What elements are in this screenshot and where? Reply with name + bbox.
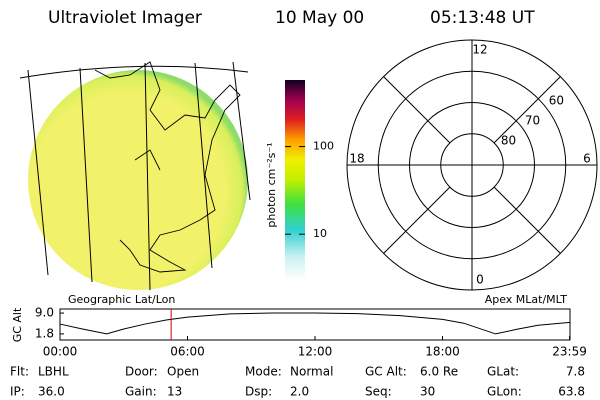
altitude-line: [59, 312, 571, 335]
field-label: Flt:: [10, 365, 29, 379]
colorbar-tick-label: 10: [313, 227, 327, 240]
latitude-label: 70: [525, 113, 540, 127]
field-value: 6.0 Re: [420, 365, 458, 379]
colorbar: [285, 80, 305, 280]
field-value: 13: [167, 385, 182, 399]
polar-spoke: [383, 76, 451, 144]
plot-frame: [59, 308, 571, 341]
colorbar-label: photon cm⁻²s⁻¹: [265, 142, 278, 227]
colorbar-tick-label: 100: [313, 140, 334, 153]
field-value: 36.0: [38, 385, 65, 399]
x-tick-label: 00:00: [43, 345, 78, 359]
field-value: 2.0: [290, 385, 309, 399]
earth-image: [19, 61, 251, 291]
hour-label: 18: [349, 152, 364, 166]
field-label: Mode:: [245, 365, 282, 379]
plot-title-right: Apex MLat/MLT: [485, 293, 568, 306]
field-value: 30: [420, 385, 435, 399]
field-label: Seq:: [365, 385, 392, 399]
y-tick-label: 9.0: [35, 306, 54, 320]
field-label: GLon:: [487, 385, 522, 399]
polar-spoke: [493, 76, 561, 144]
field-value: Normal: [290, 365, 333, 379]
x-tick-label: 18:00: [425, 345, 460, 359]
field-label: Dsp:: [245, 385, 272, 399]
x-tick-label: 12:00: [298, 345, 333, 359]
y-axis-label: GC Alt: [11, 307, 24, 342]
polar-spoke: [383, 186, 451, 254]
field-value: LBHL: [38, 365, 69, 379]
field-label: Door:: [125, 365, 158, 379]
plot-title-left: Geographic Lat/Lon: [68, 293, 175, 306]
time: 05:13:48 UT: [430, 8, 535, 28]
field-value: Open: [167, 365, 199, 379]
y-tick-label: 1.8: [35, 326, 54, 340]
field-label: GC Alt:: [365, 365, 407, 379]
field-value: 7.8: [566, 365, 585, 379]
date: 10 May 00: [275, 8, 364, 28]
hour-label: 12: [472, 43, 487, 57]
x-tick-label: 23:59: [552, 345, 587, 359]
field-label: IP:: [10, 385, 25, 399]
field-value: 63.8: [558, 385, 585, 399]
hour-label: 6: [583, 152, 591, 166]
polar-spoke: [493, 186, 561, 254]
latitude-label: 80: [501, 134, 516, 148]
field-label: Gain:: [125, 385, 157, 399]
field-label: GLat:: [487, 365, 519, 379]
x-tick-label: 06:00: [170, 345, 205, 359]
latitude-label: 60: [549, 93, 564, 107]
title: Ultraviolet Imager: [48, 8, 202, 28]
hour-label: 0: [476, 273, 484, 287]
